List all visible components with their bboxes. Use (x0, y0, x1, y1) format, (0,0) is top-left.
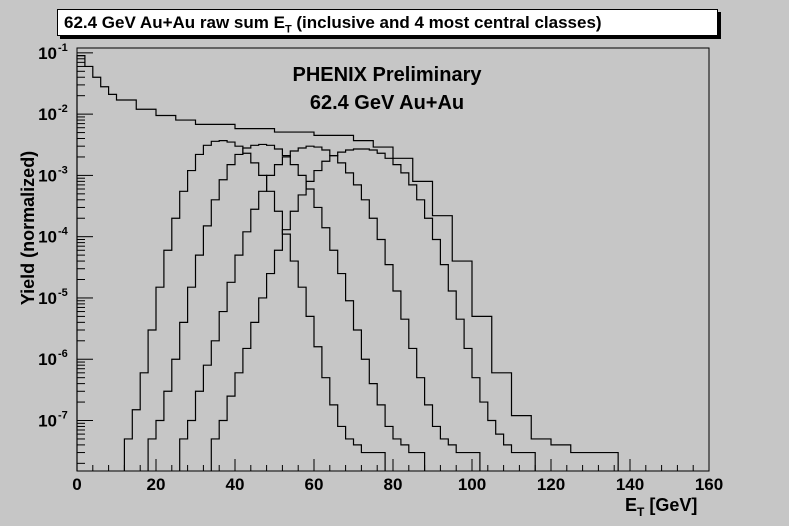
chart-title-rest: (inclusive and 4 most central classes) (291, 13, 602, 32)
series-line-4 (179, 145, 481, 471)
series-line-1 (76, 55, 619, 471)
y-tick-label: 10 (38, 412, 57, 431)
chart-title-subscript: T (284, 23, 292, 36)
series-line-5 (210, 148, 536, 471)
x-tick-label: 160 (695, 475, 723, 494)
x-tick-label: 100 (458, 475, 486, 494)
x-tick-label: 20 (147, 475, 166, 494)
chart-title: 62.4 GeV Au+Au raw sum ET (inclusive and… (57, 9, 718, 36)
x-axis-label: ET [GeV] (625, 495, 697, 519)
annotation-line2: 62.4 GeV Au+Au (310, 92, 464, 114)
series-line-3 (147, 143, 426, 471)
x-tick-label: 60 (305, 475, 324, 494)
x-axis-label-main: E (625, 495, 637, 515)
x-tick-label: 80 (384, 475, 403, 494)
y-tick-label: 10 (38, 228, 57, 247)
series-line-2 (123, 139, 386, 471)
y-tick-exponent: -3 (58, 164, 68, 176)
annotation-line1: PHENIX Preliminary (293, 64, 483, 86)
x-tick-label: 140 (616, 475, 644, 494)
series-group (76, 55, 619, 471)
x-axis-label-subscript: T (637, 505, 645, 519)
y-tick-exponent: -2 (58, 103, 68, 115)
y-tick-label: 10 (38, 289, 57, 308)
y-tick-exponent: -1 (58, 42, 68, 54)
y-tick-label: 10 (38, 166, 57, 185)
y-tick-exponent: -5 (58, 287, 68, 299)
x-axis-label-rest: [GeV] (644, 495, 697, 515)
y-tick-exponent: -7 (58, 410, 68, 422)
x-tick-label: 0 (72, 475, 81, 494)
x-tick-label: 40 (226, 475, 245, 494)
y-tick-exponent: -4 (58, 226, 69, 238)
chart-title-main: 62.4 GeV Au+Au raw sum E (64, 13, 285, 32)
y-tick-exponent: -6 (58, 348, 68, 360)
y-tick-label: 10 (38, 44, 57, 63)
x-tick-label: 120 (537, 475, 565, 494)
y-tick-label: 10 (38, 105, 57, 124)
y-axis-label: Yield (normalized) (18, 151, 38, 305)
y-tick-label: 10 (38, 350, 57, 369)
